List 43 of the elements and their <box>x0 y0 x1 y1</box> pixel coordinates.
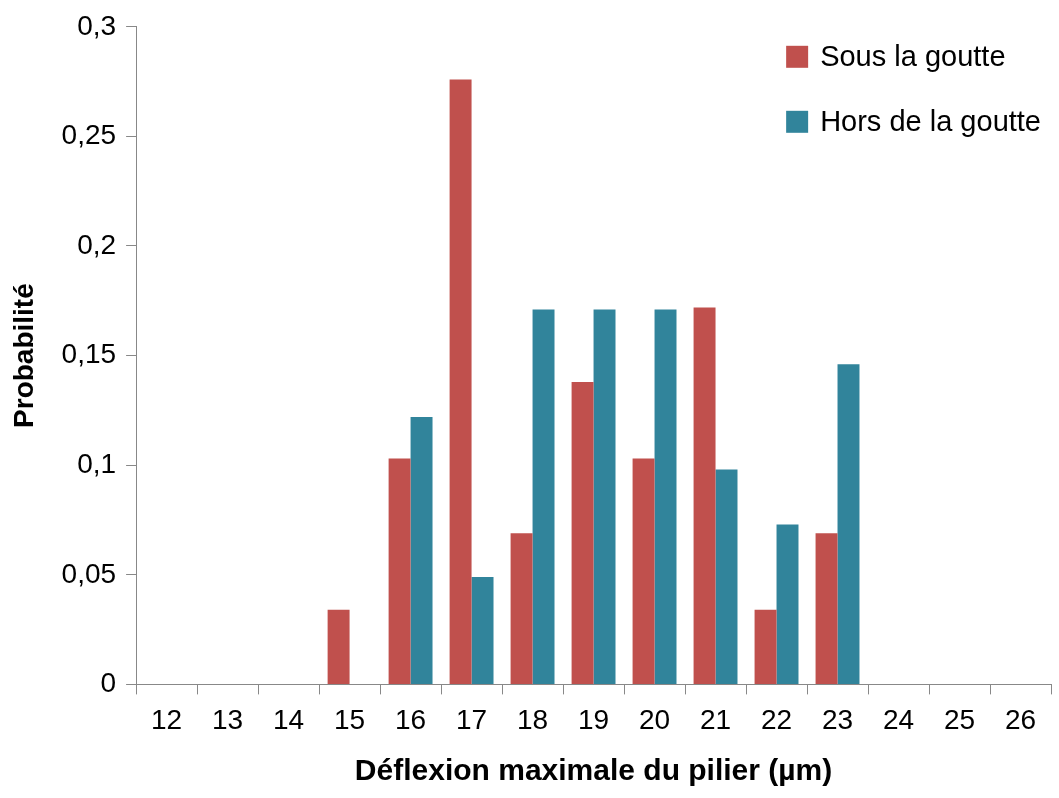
y-tick-label: 0 <box>100 667 117 699</box>
bar <box>715 469 738 684</box>
x-tick-label: 23 <box>821 703 854 735</box>
x-tick-label: 25 <box>943 703 976 735</box>
y-tick-label: 0,15 <box>61 338 117 370</box>
bar <box>654 309 677 684</box>
bar <box>449 79 472 684</box>
bar <box>571 381 594 684</box>
x-tick-label: 14 <box>273 703 305 735</box>
bar <box>410 416 433 684</box>
x-tick-label: 13 <box>212 703 244 735</box>
x-tick-label: 12 <box>151 703 183 735</box>
bar <box>510 533 533 684</box>
legend-label: Sous la goutte <box>820 39 1006 72</box>
x-tick-label: 22 <box>760 703 793 735</box>
bar <box>471 576 494 684</box>
y-tick-label: 0,25 <box>61 119 117 151</box>
y-axis-title: Probabilité <box>7 283 39 428</box>
y-tick-label: 0,2 <box>77 228 117 260</box>
x-tick-label: 18 <box>516 703 549 735</box>
x-tick-label: 17 <box>455 703 488 735</box>
bar <box>327 609 350 684</box>
bar <box>776 524 799 684</box>
y-tick-label: 0,1 <box>77 447 117 479</box>
bar <box>837 364 860 684</box>
bar <box>754 609 777 684</box>
bar <box>693 307 716 684</box>
x-tick-label: 21 <box>699 703 732 735</box>
y-tick-label: 0,05 <box>61 557 117 589</box>
bar <box>593 309 616 684</box>
bar <box>388 458 411 684</box>
x-tick-label: 24 <box>882 703 915 735</box>
bar <box>815 533 838 684</box>
x-axis-title: Déflexion maximale du pilier (µm) <box>354 753 833 787</box>
y-tick-label: 0,3 <box>77 9 117 41</box>
x-tick-label: 26 <box>1004 703 1037 735</box>
x-tick-label: 16 <box>394 703 427 735</box>
bar <box>532 309 555 684</box>
x-tick-label: 19 <box>577 703 610 735</box>
x-tick-label: 15 <box>334 703 366 735</box>
x-tick-label: 20 <box>638 703 671 735</box>
bar <box>632 458 655 684</box>
legend-label: Hors de la goutte <box>820 104 1041 137</box>
